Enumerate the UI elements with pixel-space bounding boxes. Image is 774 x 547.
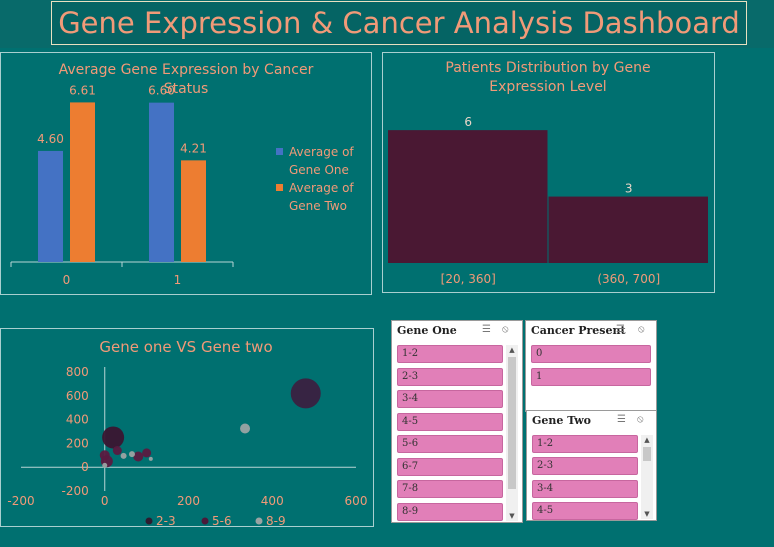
gene-two-slicer-item-4-5[interactable]: 4-5 bbox=[532, 501, 638, 520]
scroll-up-icon[interactable]: ▲ bbox=[509, 346, 515, 354]
legend-swatch bbox=[276, 184, 283, 191]
gene-two-slicer-item-1-2[interactable]: 1-2 bbox=[532, 435, 638, 453]
y-tick-label: 800 bbox=[66, 365, 89, 379]
gene-scatter-chart-title: Gene one VS Gene two bbox=[99, 338, 273, 356]
gene-one-slicer-item-5-6[interactable]: 5-6 bbox=[397, 435, 503, 453]
y-tick-label: 400 bbox=[66, 413, 89, 427]
gene-one-slicer-item-8-9[interactable]: 8-9 bbox=[397, 502, 503, 521]
x-tick-label: [20, 360] bbox=[441, 272, 496, 286]
cancer-present-slicer-item-1[interactable]: 1 bbox=[531, 367, 651, 386]
x-tick-label: 200 bbox=[177, 494, 200, 508]
x-tick-label: (360, 700] bbox=[597, 272, 660, 286]
gene-two-slicer-item-2-3[interactable]: 2-3 bbox=[532, 457, 638, 476]
bar-gene-one-0 bbox=[38, 150, 63, 262]
x-tick-label: 1 bbox=[174, 273, 182, 287]
avg-expression-chart-svg: 4.60 6.61 0 6.60 4.21 1 Average of Gene One Aver… bbox=[10, 83, 354, 287]
gene-one-slicer[interactable]: Gene One ☰ ⦸ 1-2 2-3 3-4 4-5 5-6 6-7 7-8 8-9 ▲ … bbox=[391, 320, 523, 523]
clear-filter-icon[interactable]: ⦸ bbox=[638, 324, 645, 335]
multiselect-icon[interactable]: ☰ bbox=[482, 324, 491, 335]
multiselect-icon[interactable]: ☰ bbox=[616, 324, 625, 335]
y-tick-label: -200 bbox=[62, 484, 89, 498]
gene-one-slicer-item-4-5[interactable]: 4-5 bbox=[397, 412, 503, 431]
cancer-present-slicer-title: Cancer Present bbox=[531, 324, 626, 337]
gene-two-scroll-thumb[interactable] bbox=[643, 447, 651, 461]
avg-expression-chart-title: Average Gene Expression by Cancer Status bbox=[58, 62, 314, 97]
y-tick-label: 200 bbox=[66, 436, 89, 450]
clear-filter-icon[interactable]: ⦸ bbox=[502, 324, 509, 335]
legend-entry: 5-6 bbox=[212, 514, 232, 528]
legend-swatch bbox=[145, 517, 153, 525]
dashboard-title: Gene Expression & Cancer Analysis Dashbo… bbox=[58, 6, 740, 40]
data-label: 6 bbox=[464, 115, 472, 129]
scatter-point bbox=[148, 456, 153, 461]
gene-two-scrollbar[interactable]: ▲ ▼ bbox=[641, 435, 653, 519]
histogram-bar bbox=[548, 196, 708, 263]
data-label: 4.21 bbox=[180, 141, 207, 155]
histogram-bar bbox=[388, 130, 548, 263]
legend-entry: Average of Gene One bbox=[289, 145, 354, 177]
y-tick-label: 600 bbox=[66, 389, 89, 403]
legend-entry: 8-9 bbox=[266, 514, 286, 528]
gene-one-slicer-item-7-8[interactable]: 7-8 bbox=[397, 480, 503, 498]
dashboard-title-box: Gene Expression & Cancer Analysis Dashbo… bbox=[51, 1, 747, 45]
x-tick-label: 600 bbox=[345, 494, 368, 508]
scroll-down-icon[interactable]: ▼ bbox=[644, 510, 650, 518]
scatter-point bbox=[112, 446, 122, 456]
gene-scatter-chart-panel[interactable]: Gene one VS Gene two -200 0 200 400 600 -200 0… bbox=[0, 328, 374, 528]
scatter-point bbox=[290, 378, 321, 409]
x-tick-label: 0 bbox=[63, 273, 71, 287]
gene-two-slicer[interactable]: Gene Two ☰ ⦸ 1-2 2-3 3-4 4-5 ▲ ▼ bbox=[526, 410, 657, 521]
scatter-point bbox=[102, 462, 108, 468]
bar-gene-two-1 bbox=[181, 160, 206, 262]
gene-one-scroll-thumb[interactable] bbox=[508, 357, 516, 489]
scatter-point bbox=[120, 452, 127, 459]
data-label: 3 bbox=[625, 182, 633, 196]
scatter-point bbox=[240, 423, 251, 434]
scatter-point bbox=[133, 451, 144, 462]
y-tick-label: 0 bbox=[81, 460, 89, 474]
gene-one-scrollbar[interactable]: ▲ ▼ bbox=[506, 345, 518, 521]
x-tick-label: 0 bbox=[101, 494, 109, 508]
cancer-present-slicer[interactable]: Cancer Present ☰ ⦸ 0 1 bbox=[525, 320, 657, 412]
gene-one-slicer-title: Gene One bbox=[397, 324, 457, 337]
gene-one-slicer-item-3-4[interactable]: 3-4 bbox=[397, 390, 503, 408]
gene-one-slicer-item-6-7[interactable]: 6-7 bbox=[397, 457, 503, 476]
legend-swatch bbox=[201, 517, 209, 525]
multiselect-icon[interactable]: ☰ bbox=[617, 414, 626, 425]
cancer-present-slicer-item-0[interactable]: 0 bbox=[531, 345, 651, 363]
scatter-point bbox=[142, 448, 152, 458]
bar-gene-one-1 bbox=[149, 102, 174, 263]
bar-gene-two-0 bbox=[70, 102, 95, 262]
scatter-point bbox=[102, 426, 125, 449]
x-tick-label: 400 bbox=[261, 494, 284, 508]
x-tick-label: -200 bbox=[7, 494, 34, 508]
gene-two-slicer-item-3-4[interactable]: 3-4 bbox=[532, 479, 638, 498]
legend-swatch bbox=[276, 148, 283, 155]
legend-swatch bbox=[255, 517, 263, 525]
gene-one-slicer-item-1-2[interactable]: 1-2 bbox=[397, 345, 503, 363]
legend-entry: Average of Gene Two bbox=[289, 181, 354, 213]
data-label: 6.60 bbox=[148, 84, 175, 98]
scatter-point bbox=[128, 451, 135, 458]
scroll-down-icon[interactable]: ▼ bbox=[509, 512, 515, 520]
data-label: 4.60 bbox=[37, 132, 64, 146]
scroll-up-icon[interactable]: ▲ bbox=[644, 436, 650, 444]
patients-distribution-chart-panel[interactable]: Patients Distribution by Gene Expression… bbox=[382, 52, 715, 293]
gene-one-slicer-item-2-3[interactable]: 2-3 bbox=[397, 367, 503, 386]
gene-scatter-chart-svg: -200 0 200 400 600 -200 0 200 400 600 800 2-3 5-6 8-9 bbox=[7, 365, 368, 528]
patients-distribution-chart-title: Patients Distribution by Gene Expression… bbox=[445, 60, 651, 95]
data-label: 6.61 bbox=[69, 83, 96, 97]
avg-expression-chart-panel[interactable]: Average Gene Expression by Cancer Status… bbox=[0, 52, 372, 295]
gene-two-slicer-title: Gene Two bbox=[532, 414, 592, 427]
legend-entry: 2-3 bbox=[156, 514, 176, 528]
clear-filter-icon[interactable]: ⦸ bbox=[637, 414, 644, 425]
patients-distribution-chart-svg: 6 [20, 360] 3 (360, 700] bbox=[388, 115, 708, 286]
